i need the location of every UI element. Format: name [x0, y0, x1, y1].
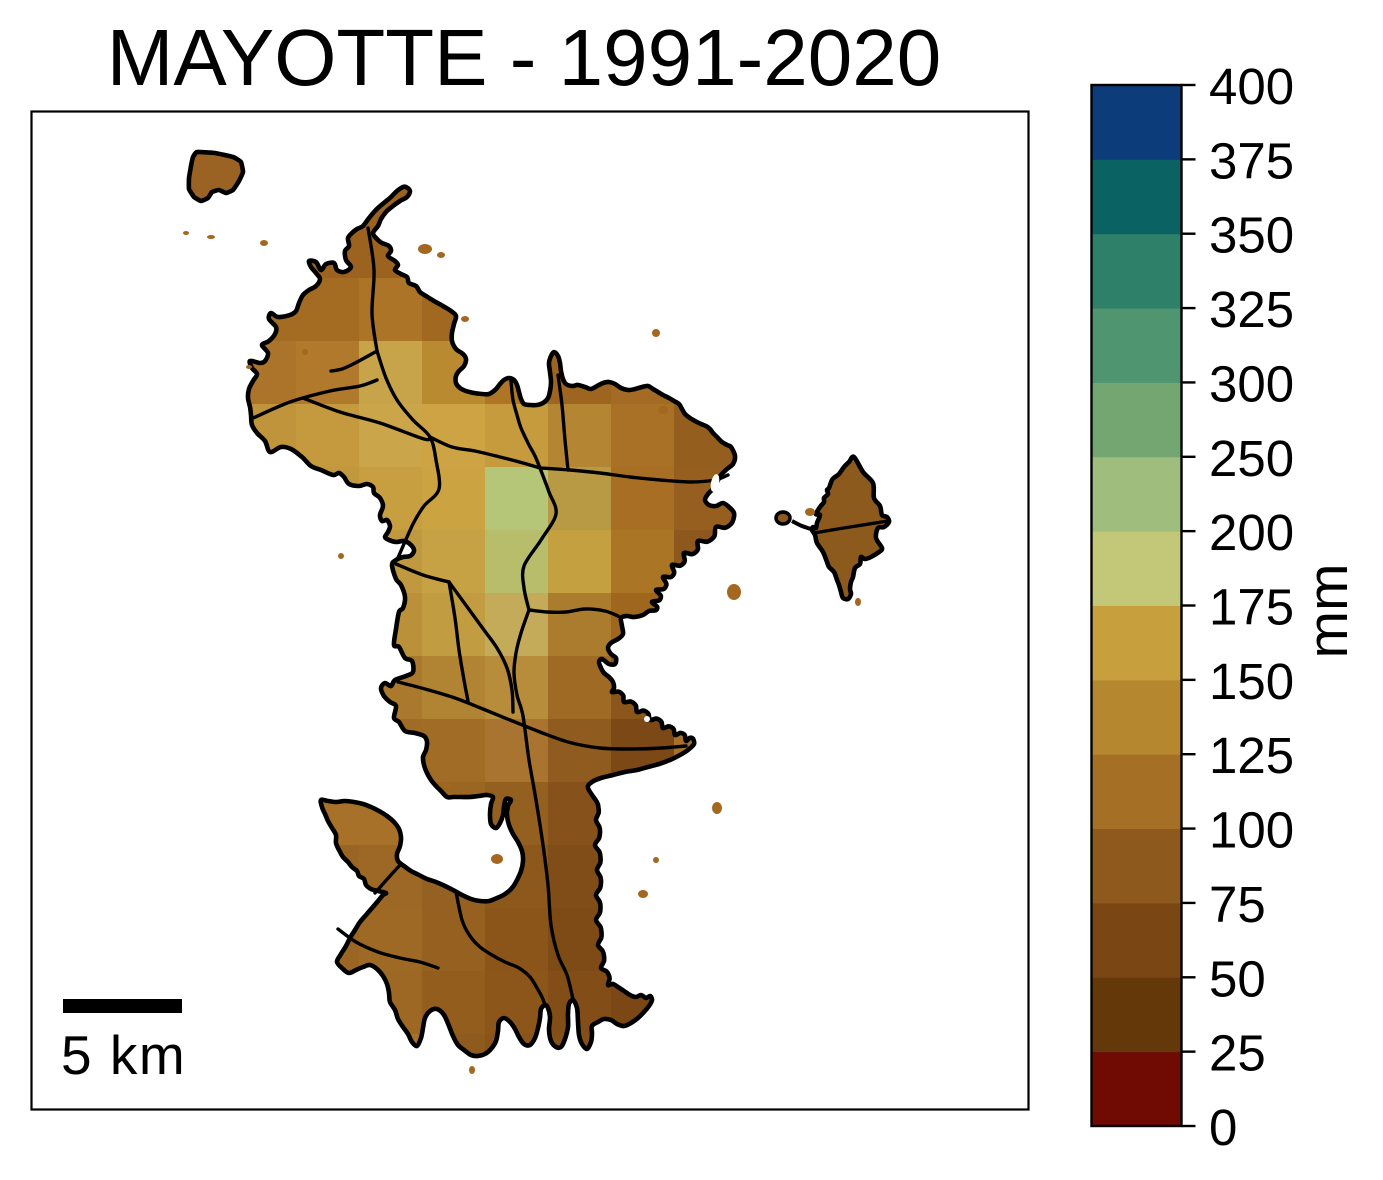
svg-text:250: 250	[1209, 430, 1294, 487]
svg-text:375: 375	[1209, 132, 1294, 189]
svg-text:75: 75	[1209, 876, 1266, 933]
svg-text:150: 150	[1209, 653, 1294, 710]
svg-text:100: 100	[1209, 802, 1294, 859]
svg-text:300: 300	[1209, 355, 1294, 412]
svg-text:MAYOTTE - 1991-2020: MAYOTTE - 1991-2020	[107, 13, 941, 102]
svg-text:0: 0	[1209, 1099, 1237, 1156]
svg-text:400: 400	[1209, 58, 1294, 115]
svg-text:175: 175	[1209, 579, 1294, 636]
svg-text:mm: mm	[1296, 564, 1360, 659]
svg-text:200: 200	[1209, 504, 1294, 561]
svg-text:350: 350	[1209, 207, 1294, 264]
svg-text:325: 325	[1209, 281, 1294, 338]
svg-text:5 km: 5 km	[61, 1024, 186, 1086]
svg-text:25: 25	[1209, 1025, 1266, 1082]
svg-text:50: 50	[1209, 950, 1266, 1007]
svg-text:125: 125	[1209, 727, 1294, 784]
